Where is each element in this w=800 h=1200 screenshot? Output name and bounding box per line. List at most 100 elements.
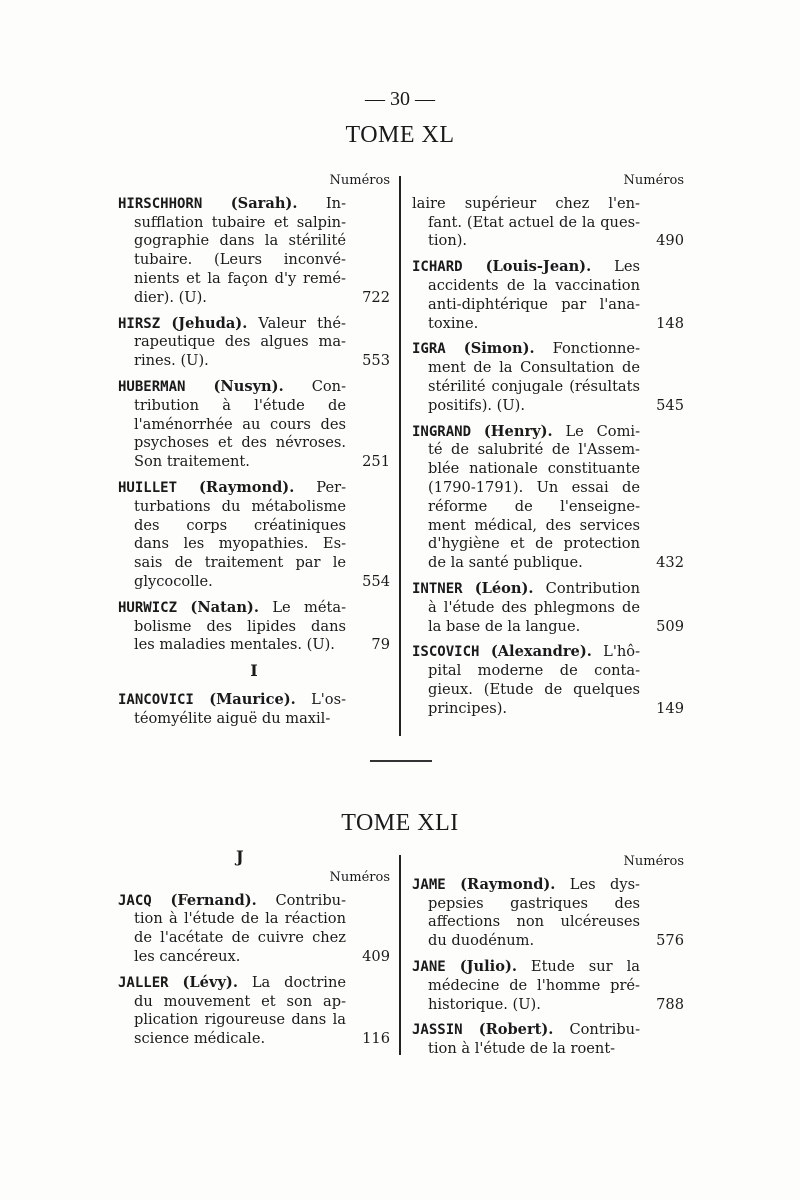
author-given-name: (Maurice).: [209, 690, 296, 708]
entry-text: Etude sur la: [516, 957, 641, 975]
left-column-tome-xl: Numéros HIRSCHHORN (Sarah). In-sufflation…: [118, 172, 390, 736]
entry-line: gieux. (Etude de quelques: [428, 680, 640, 698]
entry-text: Les: [591, 258, 640, 276]
entry-line: accidents de la vaccination: [428, 276, 640, 294]
entry-line: du duodénum.: [428, 932, 535, 950]
entry-line: ment de la Consultation de: [428, 359, 640, 377]
entry-line: rines. (U).: [134, 352, 209, 370]
thesis-number: 79: [371, 636, 390, 654]
thesis-number: 554: [362, 572, 390, 590]
author-given-name: (Alexandre).: [490, 643, 592, 661]
entry-line: turbations du métabolisme: [134, 497, 346, 515]
author-surname: JANE: [412, 958, 446, 975]
thesis-number: 490: [656, 232, 684, 250]
index-entry: INGRAND (Henry). Le Comi-té de salubrité…: [412, 423, 684, 573]
entry-line: IGRA (Simon). Fonctionne-: [412, 340, 684, 359]
author-surname: ICHARD: [412, 259, 463, 276]
entry-text: Les dys-: [555, 875, 640, 893]
letter-heading: I: [250, 661, 258, 681]
entry-line: glycocolle.: [134, 572, 213, 590]
entry-text: Valeur thé-: [247, 314, 346, 332]
author-surname: ISCOVICH: [412, 644, 480, 661]
numeros-header: Numéros: [623, 854, 684, 869]
right-column-tome-xli: Numéros JAME (Raymond). Les dys-pepsies g…: [412, 853, 684, 1066]
numeros-header: Numéros: [623, 173, 684, 188]
entry-line: anti-diphtérique par l'ana-: [428, 295, 640, 313]
entry-line: ICHARD (Louis-Jean). Les: [412, 258, 684, 277]
entry-line: HIRSZ (Jehuda). Valeur thé-: [118, 315, 390, 334]
entry-line: tion à l'étude de la roent-: [428, 1040, 616, 1058]
entry-line: d'hygiène et de protection: [428, 535, 640, 553]
entry-line: ISCOVICH (Alexandre). L'hô-: [412, 643, 684, 662]
thesis-number: 116: [362, 1030, 390, 1048]
entry-line: les cancéreux.: [134, 947, 241, 965]
entry-line: tubaire. (Leurs inconvé-: [134, 251, 346, 269]
entry-text: Con-: [283, 377, 346, 395]
entry-line: du mouvement et son ap-: [134, 992, 346, 1010]
entry-text: Per-: [294, 478, 346, 496]
author-surname: JAME: [412, 876, 446, 893]
author-surname: INTNER: [412, 580, 463, 597]
author-surname: JASSIN: [412, 1022, 463, 1039]
entry-line: l'aménorrhée au cours des: [134, 415, 346, 433]
entry-text: Contribu-: [553, 1021, 640, 1039]
index-entry: INTNER (Léon). Contribution à l'étude des…: [412, 580, 684, 636]
entry-line: IANCOVICI (Maurice). L'os-: [118, 691, 390, 710]
column-divider: [399, 855, 401, 1055]
author-given-name: (Louis-Jean).: [485, 258, 592, 276]
entry-line: HUILLET (Raymond). Per-: [118, 479, 390, 498]
thesis-number: 553: [362, 352, 390, 370]
entry-line: téomyélite aiguë du maxil-: [134, 709, 331, 727]
author-given-name: (Lévy).: [182, 973, 238, 991]
entry-line: laire supérieur chez l'en-: [412, 194, 640, 212]
entry-line: la base de la langue.: [428, 617, 581, 635]
entry-line: à l'étude des phlegmons de: [428, 598, 640, 616]
entry-line: pital moderne de conta-: [428, 662, 640, 680]
thesis-number: 149: [656, 699, 684, 717]
thesis-number: 545: [656, 396, 684, 414]
author-given-name: (Jehuda).: [171, 314, 248, 332]
entry-line: JASSIN (Robert). Contribu-: [412, 1021, 684, 1040]
thesis-number: 432: [656, 554, 684, 572]
entry-text: Le Comi-: [552, 422, 641, 440]
author-given-name: (Natan).: [190, 598, 259, 616]
index-entry: HUBERMAN (Nusyn). Con-tribution à l'étud…: [118, 378, 390, 472]
author-surname: IANCOVICI: [118, 691, 194, 708]
author-surname: INGRAND: [412, 423, 472, 440]
entry-line: blée nationale constituante: [428, 460, 640, 478]
entry-line: gographie dans la stérilité: [134, 232, 346, 250]
entry-line: positifs). (U).: [428, 396, 526, 414]
entry-line: tion à l'étude de la réaction: [134, 910, 346, 928]
numeros-header: Numéros: [329, 869, 390, 885]
entry-text: La doctrine: [237, 973, 347, 991]
entry-line: HIRSCHHORN (Sarah). In-: [118, 195, 390, 214]
author-given-name: (Simon).: [463, 340, 535, 358]
entry-line: stérilité conjugale (résultats: [428, 377, 640, 395]
index-entry: HIRSZ (Jehuda). Valeur thé-rapeutique de…: [118, 315, 390, 371]
author-surname: HURWICZ: [118, 599, 178, 616]
entry-line: bolisme des lipides dans: [134, 617, 346, 635]
entry-line: INTNER (Léon). Contribution: [412, 580, 684, 599]
entry-line: psychoses et des névroses.: [134, 434, 346, 452]
right-column-tome-xl: Numéros laire supérieur chez l'en-fant. (…: [412, 172, 684, 726]
thesis-number: 251: [362, 453, 390, 471]
entry-line: sais de traitement par le: [134, 554, 346, 572]
entry-line: tion).: [428, 232, 468, 250]
page-number: — 30 —: [365, 88, 435, 110]
index-entry: HUILLET (Raymond). Per-turbations du mét…: [118, 479, 390, 592]
thesis-number: 576: [656, 932, 684, 950]
entry-text: Contribution: [533, 579, 640, 597]
entry-text: L'hô-: [591, 643, 640, 661]
index-entry: HURWICZ (Natan). Le méta-bolisme des lip…: [118, 599, 390, 655]
entry-line: Son traitement.: [134, 453, 250, 471]
index-entry: IGRA (Simon). Fonctionne-ment de la Cons…: [412, 340, 684, 415]
entry-line: de l'acétate de cuivre chez: [134, 929, 346, 947]
entry-line: dier). (U).: [134, 288, 207, 306]
entry-text: Contribu-: [256, 891, 346, 909]
author-surname: HUBERMAN: [118, 378, 186, 395]
author-given-name: (Fernand).: [170, 891, 257, 909]
entry-line: pepsies gastriques des: [428, 894, 640, 912]
section-separator: [370, 760, 432, 762]
entry-line: JALLER (Lévy). La doctrine: [118, 974, 390, 993]
